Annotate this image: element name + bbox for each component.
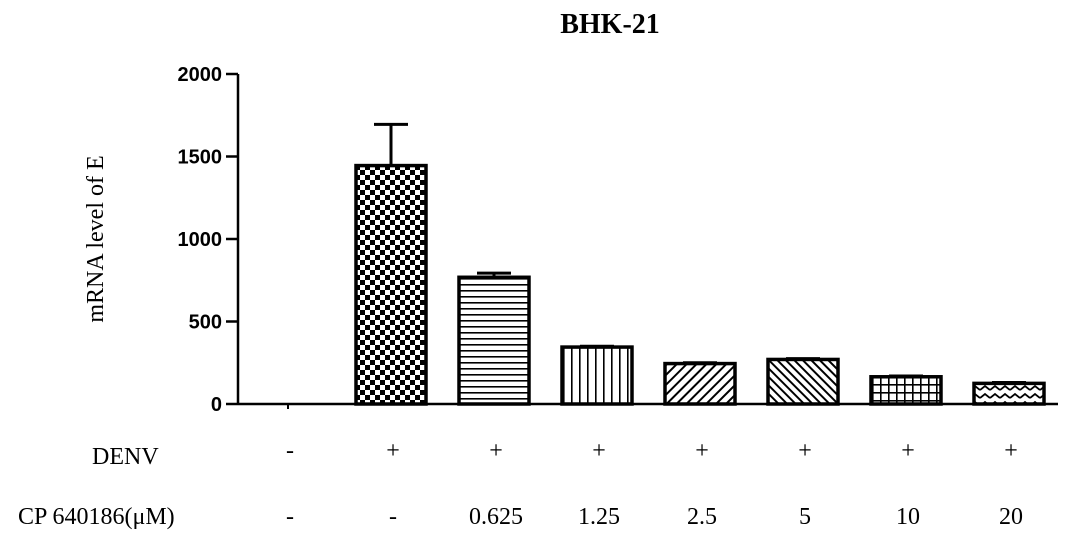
condition-value: 20 xyxy=(999,504,1023,530)
bars xyxy=(287,122,1046,409)
bar xyxy=(354,163,428,406)
y-tick-label: 1500 xyxy=(178,147,223,169)
y-axis-label: mRNA level of E xyxy=(83,155,109,322)
y-tick-label: 1000 xyxy=(178,229,223,251)
condition-value: + xyxy=(798,438,812,464)
condition-value: 10 xyxy=(896,504,920,530)
condition-value: - xyxy=(286,438,294,464)
condition-value: + xyxy=(386,438,400,464)
condition-value: - xyxy=(389,504,397,530)
condition-value: + xyxy=(489,438,503,464)
condition-table: DENV CP 640186(μM) - + + + + + + + - - 0.625 1.25 2.… xyxy=(18,438,1023,530)
bar xyxy=(560,345,634,406)
condition-value: + xyxy=(1004,438,1018,464)
y-axis: 0 500 1000 1500 2000 mRNA level of E xyxy=(83,64,240,416)
condition-value: + xyxy=(901,438,915,464)
condition-values: - + + + + + + + - - 0.625 1.25 2.5 5 10 20 xyxy=(286,438,1023,530)
condition-value: 2.5 xyxy=(687,504,717,530)
condition-value: 0.625 xyxy=(469,504,523,530)
condition-value: + xyxy=(695,438,709,464)
bar xyxy=(972,381,1046,406)
bar xyxy=(663,361,737,406)
condition-label-denv: DENV xyxy=(92,444,159,470)
y-tick-label: 2000 xyxy=(178,64,223,86)
condition-value: - xyxy=(286,504,294,530)
bar xyxy=(869,375,943,406)
y-tick-label: 500 xyxy=(189,312,222,334)
bar xyxy=(766,357,840,406)
y-tick-label: 0 xyxy=(211,394,222,416)
chart-title: BHK-21 xyxy=(560,9,660,40)
condition-value: + xyxy=(592,438,606,464)
bar xyxy=(457,275,531,406)
condition-label-cp: CP 640186(μM) xyxy=(18,504,175,530)
y-ticks: 0 500 1000 1500 2000 xyxy=(178,64,238,416)
condition-value: 5 xyxy=(799,504,811,530)
condition-value: 1.25 xyxy=(578,504,620,530)
